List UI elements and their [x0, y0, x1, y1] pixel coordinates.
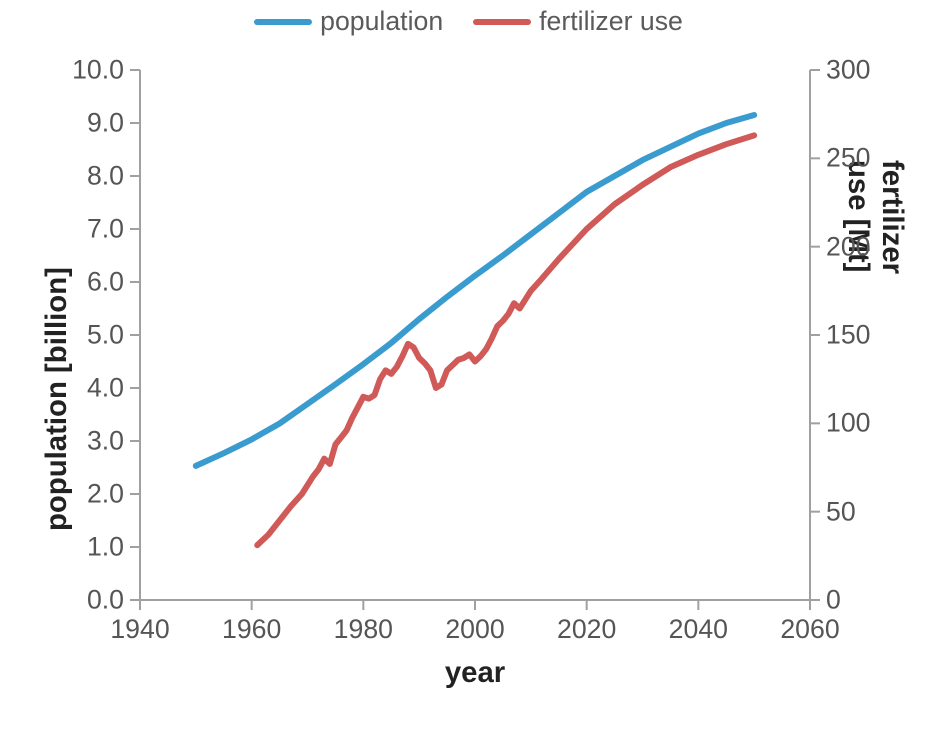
x-tick-label: 2000: [445, 614, 504, 645]
y-right-tick-label: 250: [826, 143, 870, 174]
dual-axis-line-chart: populationfertilizer use population [bil…: [0, 0, 937, 733]
y-left-tick-label: 9.0: [87, 108, 124, 139]
y-left-tick-label: 4.0: [87, 373, 124, 404]
y-left-tick-label: 7.0: [87, 214, 124, 245]
x-tick-label: 1940: [110, 614, 169, 645]
y-right-tick-label: 200: [826, 231, 870, 262]
x-tick-label: 1980: [334, 614, 393, 645]
y-left-tick-label: 2.0: [87, 479, 124, 510]
y-right-tick-label: 100: [826, 408, 870, 439]
y-right-tick-label: 150: [826, 320, 870, 351]
x-tick-label: 2020: [557, 614, 616, 645]
x-tick-label: 2040: [669, 614, 728, 645]
y-left-tick-label: 1.0: [87, 532, 124, 563]
y-left-tick-label: 0.0: [87, 585, 124, 616]
y-right-tick-label: 50: [826, 496, 856, 527]
x-tick-label: 2060: [780, 614, 839, 645]
y-left-tick-label: 10.0: [72, 55, 124, 86]
y-right-tick-label: 300: [826, 55, 870, 86]
y-left-tick-label: 3.0: [87, 426, 124, 457]
y-left-tick-label: 8.0: [87, 161, 124, 192]
x-tick-label: 1960: [222, 614, 281, 645]
series-fertilizer-use: [257, 135, 754, 545]
y-left-tick-label: 6.0: [87, 267, 124, 298]
y-left-tick-label: 5.0: [87, 320, 124, 351]
y-right-tick-label: 0: [826, 585, 841, 616]
